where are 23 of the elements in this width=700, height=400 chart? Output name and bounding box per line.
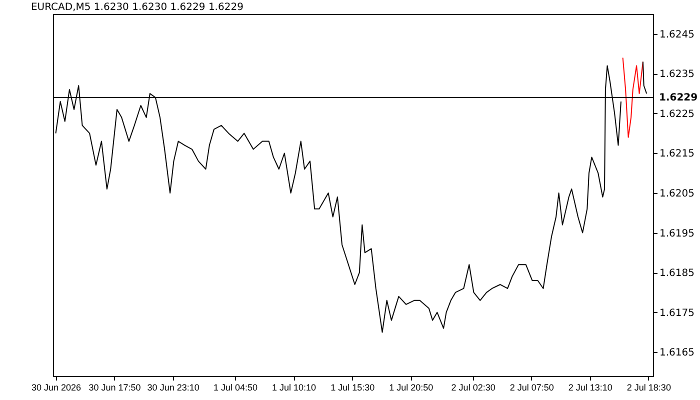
x-tick-label: 30 Jun 17:50 [88, 382, 141, 392]
y-tick-label: 1.6185 [660, 268, 694, 280]
y-tick-label: 1.6235 [660, 69, 694, 80]
x-tick-label: 1 Jul 04:50 [213, 382, 258, 392]
line-series [622, 57, 644, 138]
y-tick-label: 1.6205 [660, 188, 694, 200]
y-tick-label: 1.6245 [660, 29, 694, 40]
x-tick-label: 30 Jun 23:10 [147, 382, 200, 392]
x-tick-label: 30 Jun 2026 [31, 382, 82, 392]
x-tick-label: 2 Jul 07:50 [510, 382, 554, 392]
y-tick-label: 1.6225 [660, 108, 694, 120]
x-tick-label: 2 Jul 18:30 [626, 382, 671, 392]
y-tick-label: 1.6165 [660, 348, 694, 359]
ref-line-label: 1.6229 [659, 92, 698, 104]
x-tick-label: 1 Jul 10:10 [272, 382, 316, 392]
y-tick-label: 1.6175 [660, 308, 694, 319]
x-tick-label: 2 Jul 13:10 [568, 382, 612, 392]
x-tick-label: 2 Jul 02:30 [451, 382, 496, 392]
y-tick-label: 1.6215 [660, 148, 694, 160]
chart-title: EURCAD,M5 1.6230 1.6230 1.6229 1.6229 [30, 2, 244, 13]
y-tick-label: 1.6195 [660, 228, 694, 240]
x-tick-label: 1 Jul 15:30 [330, 382, 375, 392]
x-tick-label: 1 Jul 20:50 [389, 382, 434, 392]
